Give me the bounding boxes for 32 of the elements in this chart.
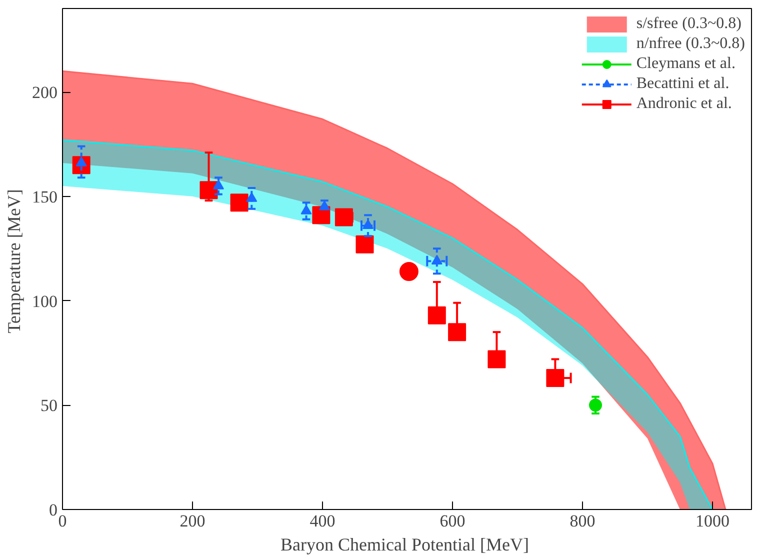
point xyxy=(431,254,442,264)
legend-label: Becattini et al. xyxy=(636,75,730,93)
x-tick-label: 800 xyxy=(570,512,596,530)
point xyxy=(334,208,353,226)
x-axis-title: Baryon Chemical Potential [MeV] xyxy=(280,534,529,554)
point xyxy=(230,194,248,212)
point xyxy=(362,219,374,229)
point xyxy=(300,204,312,214)
legend-label: n/nfree (0.3~0.8) xyxy=(636,35,745,53)
point xyxy=(213,180,224,190)
x-tick-label: 600 xyxy=(440,512,466,530)
point xyxy=(399,262,418,282)
point xyxy=(448,323,466,342)
point xyxy=(246,192,258,202)
x-tick-label: 200 xyxy=(180,512,206,530)
point xyxy=(589,398,602,412)
point xyxy=(318,200,330,210)
point xyxy=(546,368,564,387)
y-tick-label: 150 xyxy=(32,187,58,206)
point xyxy=(428,306,446,324)
x-tick-label: 400 xyxy=(310,512,336,530)
y-tick-label: 100 xyxy=(32,292,58,311)
legend-label: Cleymans et al. xyxy=(636,55,736,73)
legend-label: Andronic et al. xyxy=(636,95,732,113)
point xyxy=(200,181,218,200)
x-tick-label: 1000 xyxy=(696,512,730,530)
y-tick-label: 50 xyxy=(40,396,58,416)
y-axis-title: Temperature [MeV] xyxy=(4,189,24,334)
point xyxy=(488,350,506,368)
legend-label: s/sfree (0.3~0.8) xyxy=(636,15,742,33)
y-tick-label: 200 xyxy=(32,83,58,102)
point xyxy=(356,235,374,254)
